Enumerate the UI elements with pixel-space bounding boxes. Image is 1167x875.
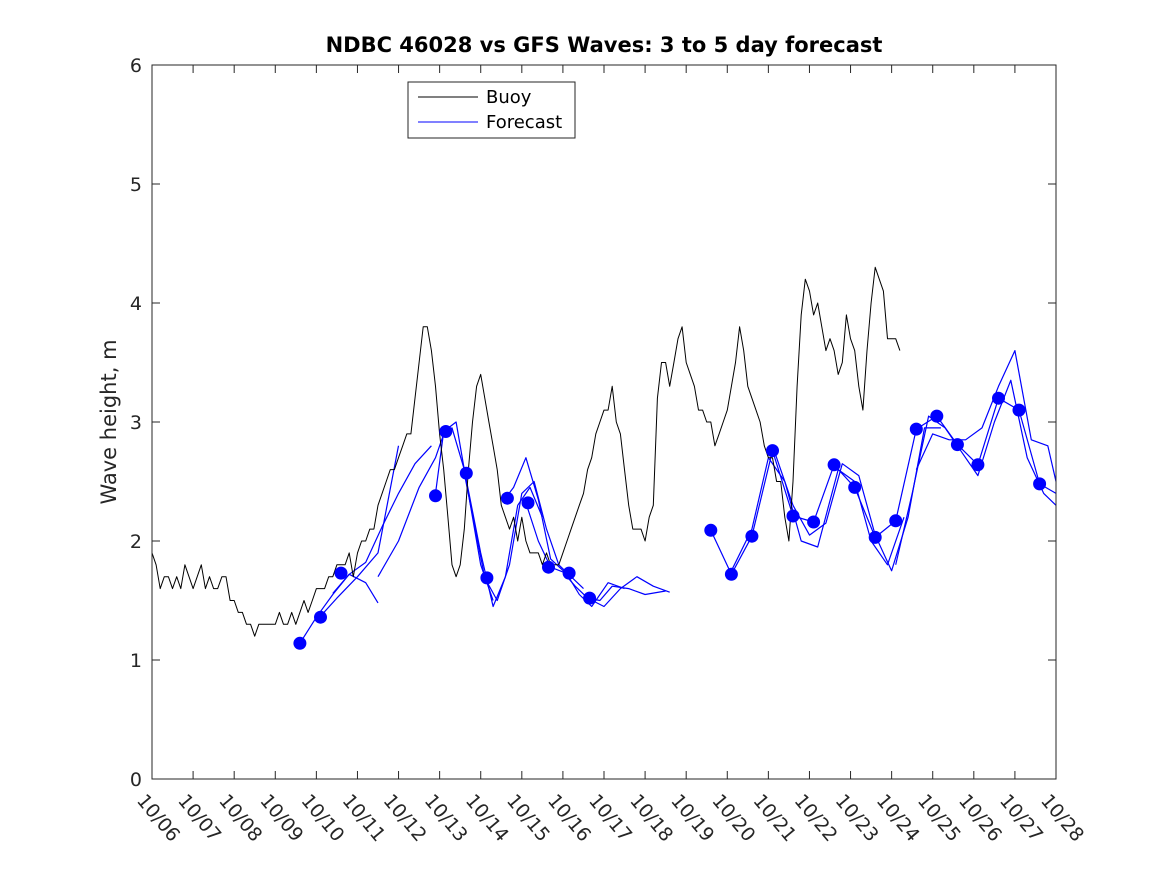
forecast-marker — [521, 496, 535, 510]
forecast-run-line — [730, 457, 905, 572]
forecast-marker — [293, 636, 307, 650]
forecast-marker — [889, 514, 903, 528]
forecast-marker — [786, 509, 800, 523]
forecast-marker — [807, 515, 821, 529]
forecast-run-line — [874, 397, 1057, 538]
forecast-run-line — [315, 445, 400, 622]
forecast-marker — [429, 489, 442, 503]
plot-area — [152, 65, 1056, 779]
forecast-marker — [909, 422, 923, 436]
forecast-marker — [314, 610, 327, 624]
forecast-marker — [542, 560, 555, 574]
y-tick-label: 4 — [130, 293, 142, 315]
forecast-marker — [930, 409, 944, 423]
legend-forecast-label: Forecast — [486, 112, 562, 133]
forecast-run-line — [332, 445, 432, 594]
forecast-run-line — [915, 350, 1057, 482]
forecast-run-line — [895, 379, 1057, 565]
forecast-marker — [971, 458, 985, 472]
forecast-marker — [1033, 477, 1047, 491]
forecast-marker — [724, 567, 738, 581]
marker-layer — [293, 391, 1047, 650]
forecast-marker — [562, 566, 576, 580]
y-tick-label: 5 — [130, 174, 142, 196]
y-axis: 0 1 2 3 4 5 6 — [130, 55, 1056, 791]
forecast-marker — [704, 523, 718, 537]
forecast-marker — [766, 444, 779, 458]
forecast-run-line — [504, 457, 625, 608]
y-tick-label: 6 — [130, 55, 142, 77]
forecast-marker — [500, 491, 514, 505]
legend-box — [407, 81, 576, 139]
y-tick-label: 0 — [130, 769, 142, 791]
y-axis-label: Wave height, m — [97, 339, 121, 504]
y-tick-label: 1 — [130, 650, 142, 672]
y-tick-label: 2 — [130, 531, 142, 553]
legend: Buoy Forecast — [407, 81, 576, 139]
forecast-run-line — [587, 576, 670, 608]
forecast-marker — [459, 466, 473, 480]
forecast-marker — [848, 480, 862, 494]
forecast-marker — [439, 425, 453, 438]
chart-title: NDBC 46028 vs GFS Waves: 3 to 5 day fore… — [326, 33, 883, 57]
forecast-marker — [745, 529, 759, 543]
y-tick-label: 3 — [130, 412, 142, 434]
buoy-line — [151, 266, 901, 637]
forecast-marker — [992, 391, 1005, 405]
forecast-marker — [583, 591, 597, 605]
forecast-marker — [334, 566, 348, 580]
legend-buoy-label: Buoy — [486, 87, 532, 108]
forecast-marker — [868, 530, 882, 544]
forecast-marker — [1012, 403, 1026, 417]
forecast-marker — [480, 571, 494, 585]
forecast-marker — [827, 458, 841, 472]
forecast-marker — [950, 438, 964, 452]
